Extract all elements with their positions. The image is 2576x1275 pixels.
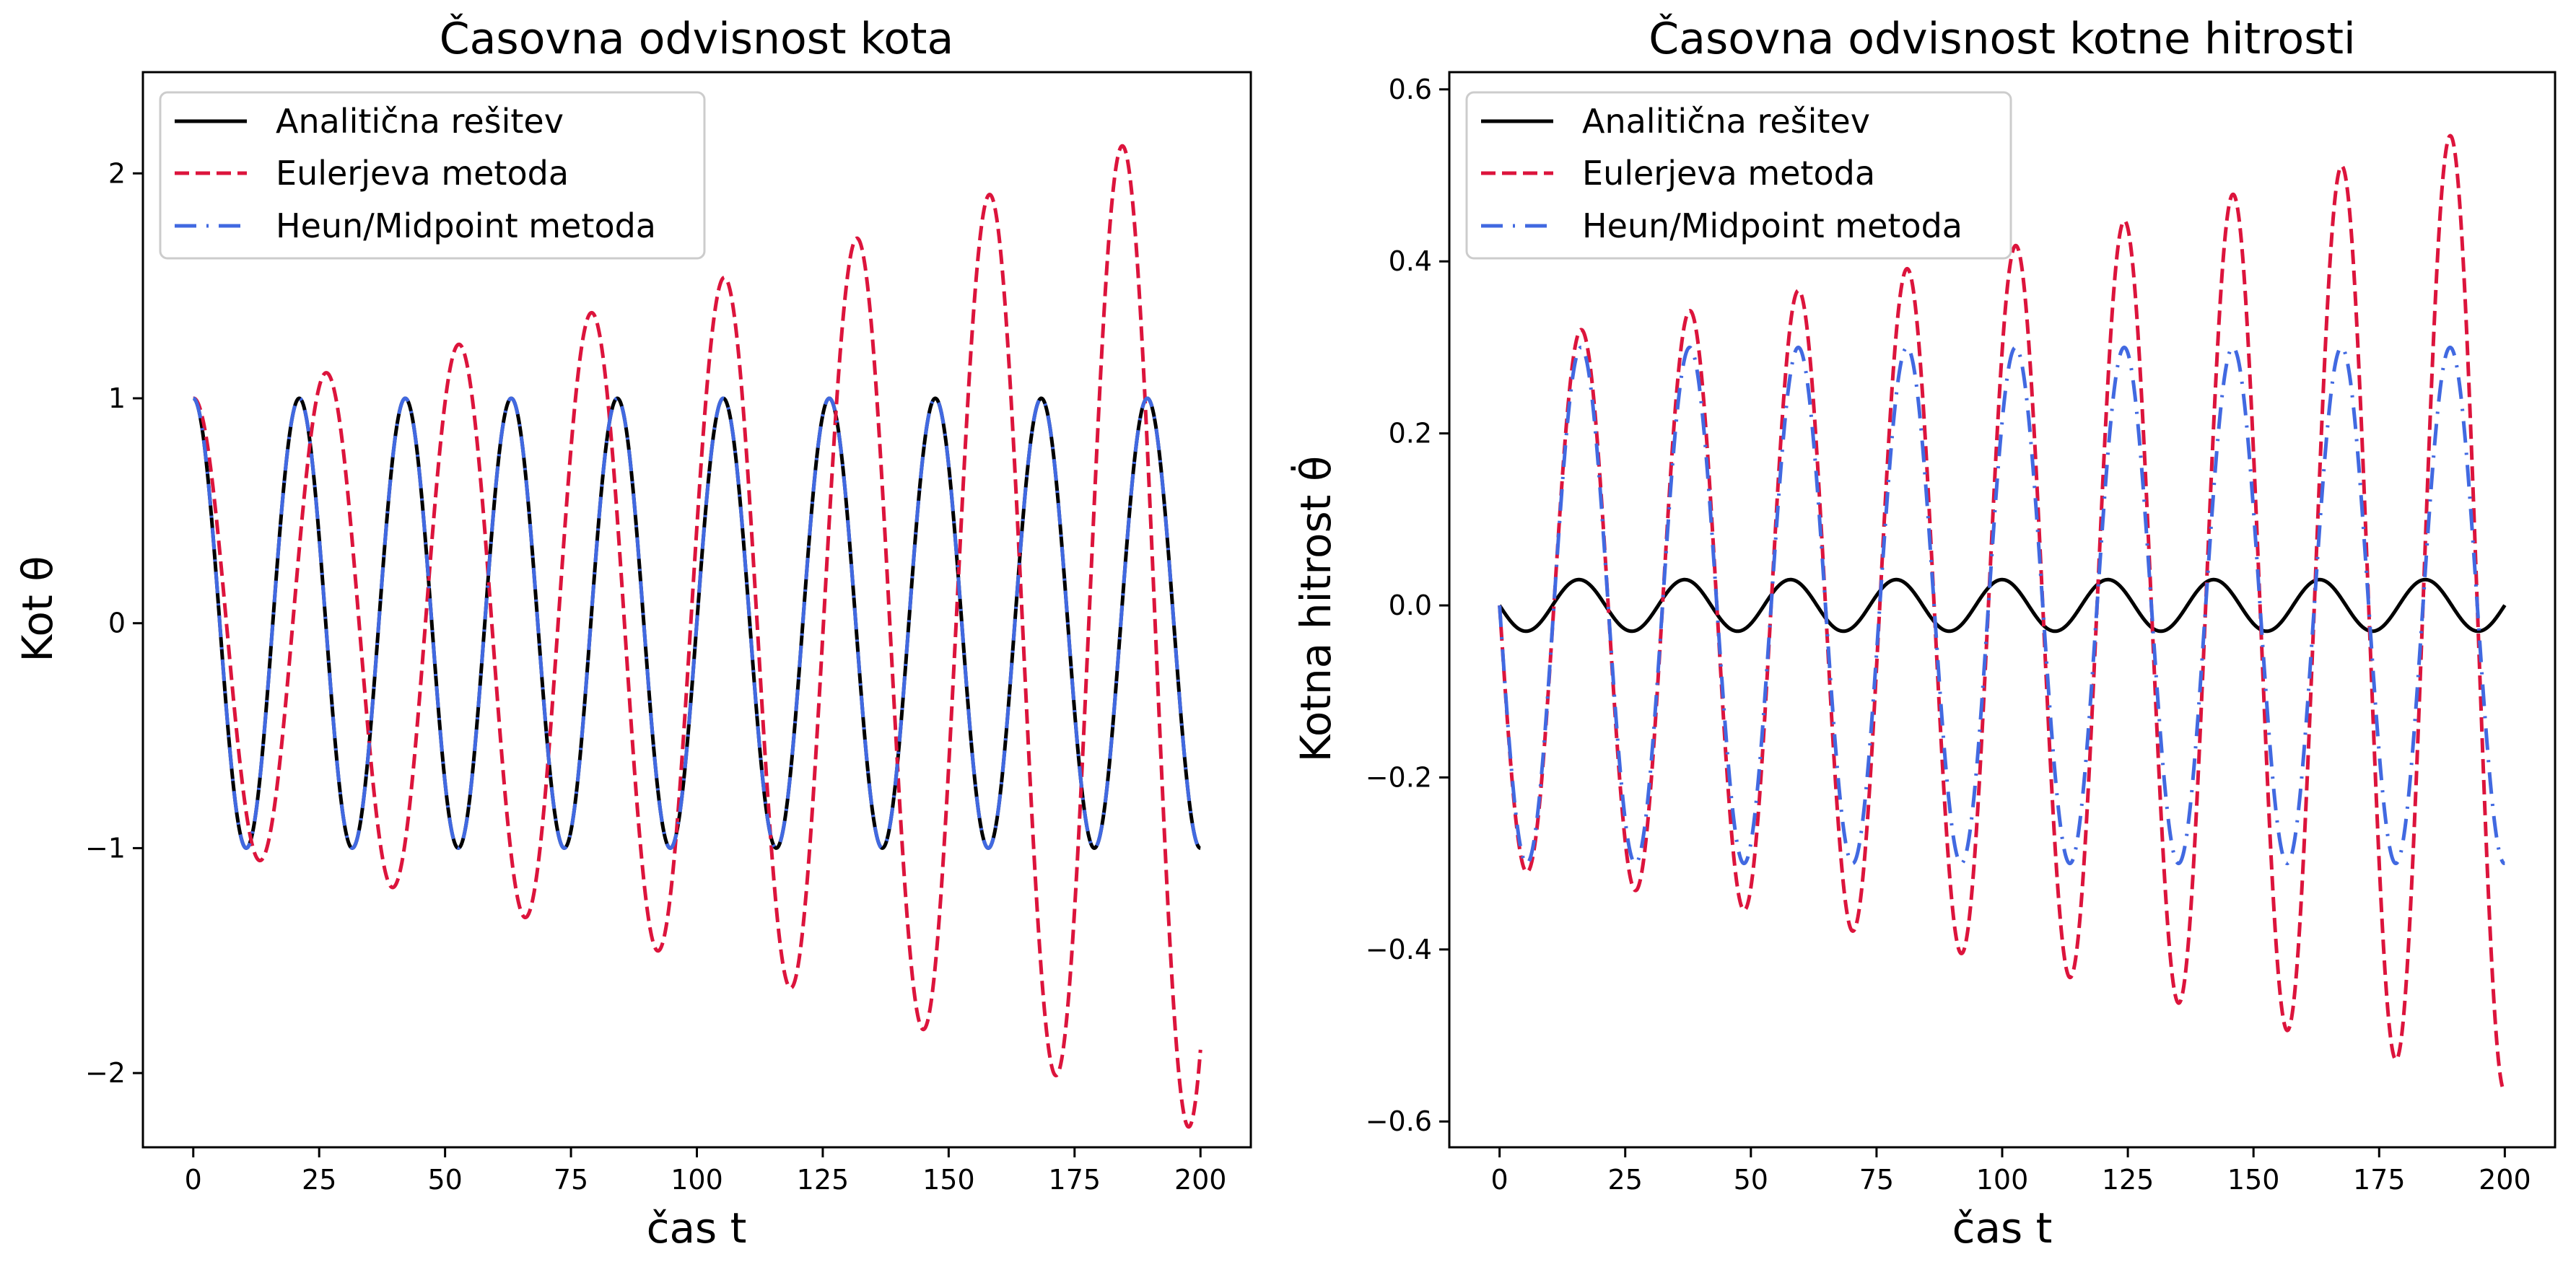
x-tick-label: 125 [797,1164,850,1196]
x-tick-label: 150 [922,1164,975,1196]
series-line-euler [1498,133,2506,1093]
x-axis-label: čas t [1952,1204,2053,1253]
series-line-analytic [1498,577,2507,634]
legend-label-analytic: Analitična rešitev [276,102,564,141]
y-tick-label: 2 [108,157,126,189]
y-tick-label: −2 [85,1057,126,1089]
plot-lines [1498,133,2507,1093]
x-tick-label: 175 [1049,1164,1101,1196]
y-tick-label: 1 [108,382,126,414]
x-tick-label: 75 [1859,1164,1894,1196]
x-tick-label: 75 [554,1164,588,1196]
x-tick-label: 0 [185,1164,202,1196]
ticks: 0 25 50 75 100 125 150 175 200 −0.6 −0.4 −0.2 0.0 0.2… [1366,74,2531,1196]
y-tick-label: 0.0 [1389,590,1432,621]
legend-label-euler: Eulerjeva metoda [276,154,569,193]
x-tick-label: 25 [1608,1164,1643,1196]
x-tick-label: 200 [1174,1164,1227,1196]
chart-title: Časovna odvisnost kota [440,13,953,64]
y-tick-label: −0.2 [1366,761,1432,793]
series-line-euler [192,144,1202,1129]
x-tick-label: 200 [2479,1164,2531,1196]
y-tick-label: 0.6 [1389,74,1432,105]
axes-frame [1448,71,2557,1149]
plot-lines [192,144,1202,1129]
legend-box [1465,91,2012,260]
series-line-heun [1498,345,2506,866]
ticks: 0 25 50 75 100 125 150 175 200 −2 −1 0 1 2 [85,157,1227,1196]
series-line-heun [192,396,1202,850]
x-tick-label: 25 [302,1164,336,1196]
axes-frame [141,71,1252,1149]
legend-label-analytic: Analitična rešitev [1582,102,1870,141]
x-tick-label: 0 [1491,1164,1509,1196]
legend-label-heun: Heun/Midpoint metoda [1582,206,1962,245]
legend-label-heun: Heun/Midpoint metoda [276,206,656,245]
y-tick-label: −0.6 [1366,1105,1432,1137]
angular-velocity-chart: Časovna odvisnost kotne hitrosti čas t K… [1290,13,2557,1253]
x-tick-label: 125 [2102,1164,2154,1196]
y-axis-label: Kotna hitrost θ̇ [1290,456,1340,763]
y-tick-label: 0.4 [1389,245,1432,277]
y-tick-label: 0 [108,608,126,639]
legend-label-euler: Eulerjeva metoda [1582,154,1875,193]
legend: Analitična rešitev Eulerjeva metoda Heun… [159,91,706,260]
y-tick-label: −1 [85,832,126,864]
legend: Analitična rešitev Eulerjeva metoda Heun… [1465,91,2012,260]
y-axis-label: Kot θ [13,556,62,662]
legend-box [159,91,706,260]
x-tick-label: 50 [427,1164,462,1196]
x-tick-label: 100 [1976,1164,2029,1196]
chart-title: Časovna odvisnost kotne hitrosti [1649,13,2355,64]
angle-chart: Časovna odvisnost kota čas t Kot θ 0 25 50… [13,13,1252,1253]
y-tick-label: 0.2 [1389,418,1432,450]
x-tick-label: 175 [2353,1164,2406,1196]
x-tick-label: 100 [671,1164,723,1196]
y-tick-label: −0.4 [1366,934,1432,965]
x-tick-label: 50 [1734,1164,1768,1196]
x-tick-label: 150 [2227,1164,2280,1196]
x-axis-label: čas t [647,1204,747,1253]
